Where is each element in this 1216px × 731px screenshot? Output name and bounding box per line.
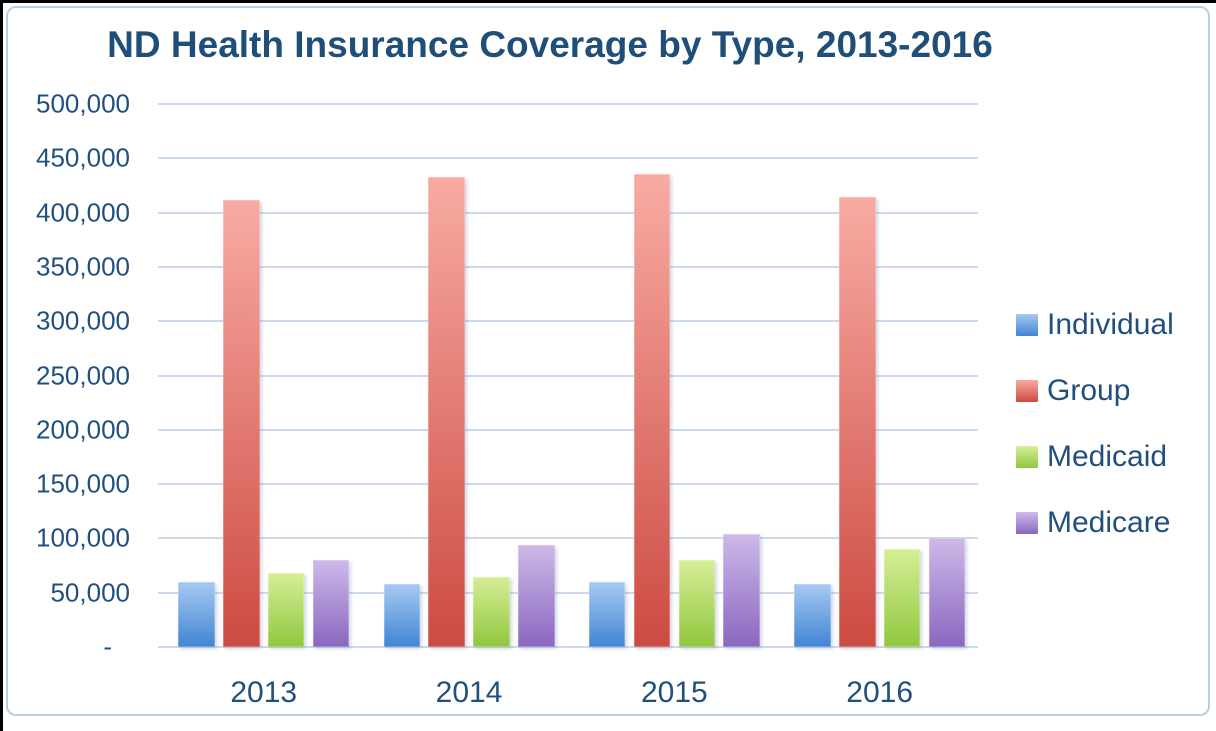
y-axis-label: 500,000 [36,88,130,119]
gridline [158,265,978,268]
y-axis-label: - [103,631,112,662]
gridline [158,374,978,377]
y-axis-label: 150,000 [36,468,130,499]
bar-medicare-2014 [518,544,555,647]
gridline [158,591,978,594]
gridline [158,211,978,214]
chart-title: ND Health Insurance Coverage by Type, 20… [107,24,993,65]
gridline [158,320,978,323]
legend-label-medicaid: Medicaid [1047,440,1168,473]
x-axis-label-2014: 2014 [435,676,503,709]
y-axis-label: 100,000 [36,522,130,553]
bar-individual-2013 [178,581,215,647]
legend-swatch-group [1016,380,1038,402]
y-axis-label: 450,000 [36,142,130,173]
legend-item-individual: Individual [1016,292,1174,358]
screen-edge-left [0,0,3,731]
gridline [158,483,978,486]
legend-label-individual: Individual [1047,308,1174,341]
legend-label-group: Group [1047,374,1131,407]
y-axis-label: 200,000 [36,414,130,445]
y-axis-label: 400,000 [36,197,130,228]
bar-individual-2015 [588,581,626,647]
bar-individual-2014 [383,584,421,647]
gridline [158,537,978,540]
gridline [158,428,978,431]
bar-group-2016 [839,197,876,647]
bar-medicare-2016 [928,538,966,647]
legend-swatch-medicare [1016,512,1038,534]
legend-item-medicare: Medicare [1016,490,1174,556]
legend-item-medicaid: Medicaid [1016,424,1174,490]
gridline [158,157,978,160]
y-axis-label: 300,000 [36,305,130,336]
y-axis-label: 250,000 [36,360,130,390]
gridline [158,103,978,105]
x-axis-label-2015: 2015 [640,676,708,709]
y-axis-label: 350,000 [36,251,130,282]
bar-medicaid-2014 [473,577,510,647]
x-axis-label-2013: 2013 [230,676,298,709]
legend-swatch-individual [1016,314,1038,336]
legend-label-medicare: Medicare [1047,506,1171,539]
legend-item-group: Group [1016,358,1174,424]
screen-edge-top [0,0,1216,3]
legend-swatch-medicaid [1016,446,1038,468]
bar-group-2015 [633,173,671,647]
bar-medicaid-2013 [267,573,305,647]
bar-medicaid-2016 [883,549,921,647]
legend: Individual Group Medicaid Medicare [1016,292,1174,556]
bar-medicaid-2015 [678,560,715,647]
bar-group-2013 [223,199,260,647]
y-axis-label: 50,000 [50,577,130,608]
bar-individual-2016 [794,584,831,647]
gridline [158,646,978,648]
bar-medicare-2013 [312,560,350,647]
bar-medicare-2015 [723,534,760,647]
bar-group-2014 [428,176,465,647]
x-axis-label-2016: 2016 [846,676,914,709]
